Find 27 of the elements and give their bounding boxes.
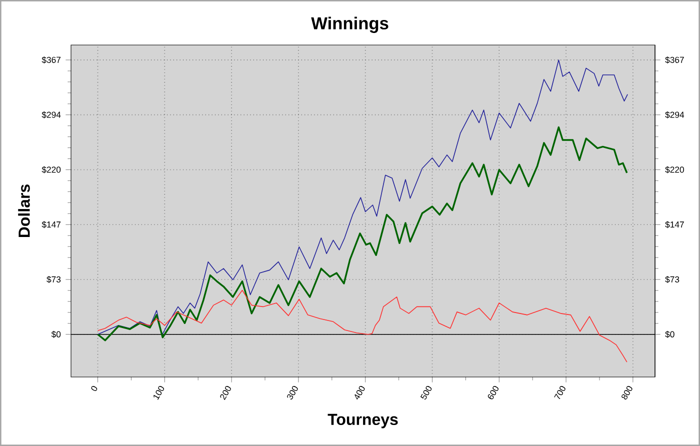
- x-tick-label: 600: [488, 386, 498, 400]
- y2-tick-label: $220: [665, 166, 684, 174]
- y2-tick-label: $294: [665, 111, 684, 118]
- x-axis-title: Tourneys: [328, 414, 398, 428]
- y-tick-label: $0: [51, 330, 61, 338]
- y-tick-label: $294: [42, 111, 61, 118]
- x-tick-label: 800: [622, 386, 632, 400]
- line-series: [97, 60, 628, 336]
- y2-tick-label: $367: [665, 56, 684, 64]
- y-tick-label: $73: [46, 276, 61, 283]
- y-axis-title: Dollars: [18, 184, 30, 238]
- x-tick-label: 500: [420, 386, 432, 400]
- line-series: [96, 126, 628, 342]
- line-series: [97, 290, 628, 362]
- x-tick-label: 700: [554, 386, 566, 400]
- y2-tick-label: $0: [665, 330, 674, 338]
- x-tick-label: 200: [220, 386, 231, 400]
- y-tick-label: $147: [42, 221, 61, 228]
- x-tick-label: 100: [154, 386, 164, 400]
- y2-tick-label: $147: [665, 221, 684, 228]
- y-tick-label: $220: [42, 166, 61, 174]
- y2-tick-label: $73: [665, 276, 680, 283]
- chart-title: Winnings: [311, 16, 388, 33]
- x-tick-label: 300: [287, 386, 298, 400]
- x-tick-label: 400: [354, 386, 365, 400]
- x-tick-label: 0: [91, 386, 98, 391]
- y-tick-label: $367: [42, 56, 61, 64]
